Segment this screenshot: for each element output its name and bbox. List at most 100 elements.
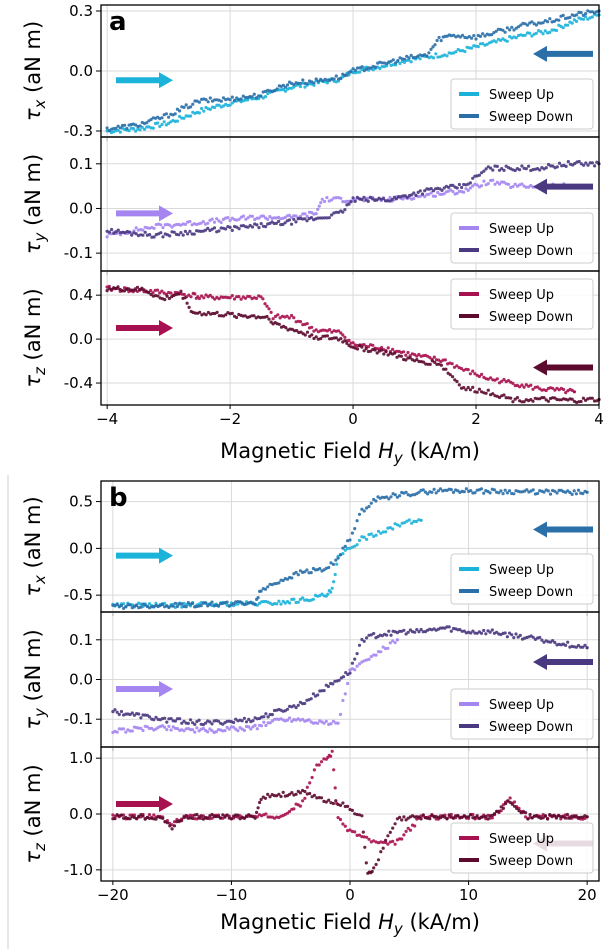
data-point	[449, 488, 453, 492]
subplot-b-tau_y: -0.1 0.0 0.1 τy (aN m) Sweep Up Sweep Down	[21, 611, 600, 751]
data-point	[301, 596, 305, 600]
data-point	[311, 692, 315, 696]
x-tick-label: −2	[219, 410, 241, 428]
data-point	[398, 524, 402, 528]
data-point	[417, 815, 421, 819]
data-point	[172, 230, 176, 234]
data-point	[581, 492, 585, 496]
data-point	[551, 164, 555, 168]
data-point	[497, 809, 501, 813]
data-point	[266, 792, 270, 797]
data-point	[541, 21, 545, 25]
data-point	[237, 227, 241, 231]
data-point	[230, 95, 234, 99]
data-point	[232, 602, 236, 606]
data-point	[421, 360, 426, 364]
data-point	[198, 310, 202, 314]
data-point	[413, 824, 417, 828]
data-point	[175, 820, 179, 824]
data-point	[243, 296, 248, 300]
data-point	[482, 179, 486, 183]
data-point	[116, 124, 120, 128]
data-point	[305, 214, 309, 218]
data-point	[336, 329, 341, 333]
data-point	[364, 347, 368, 351]
data-point	[431, 45, 435, 49]
data-point	[414, 519, 418, 524]
data-point	[439, 363, 443, 367]
data-point	[499, 489, 503, 493]
data-point	[264, 712, 268, 716]
data-point	[163, 820, 167, 824]
data-point	[524, 185, 528, 189]
data-point	[276, 313, 280, 317]
data-point	[505, 491, 509, 495]
data-point	[380, 348, 384, 352]
data-point	[167, 605, 171, 610]
data-point	[486, 182, 490, 186]
data-point	[172, 820, 177, 824]
data-point	[307, 718, 311, 722]
data-point	[229, 817, 233, 821]
data-point	[489, 376, 493, 380]
data-point	[388, 195, 392, 200]
data-point	[348, 671, 352, 675]
data-point	[154, 817, 158, 821]
data-point	[348, 546, 352, 550]
data-point	[147, 813, 152, 817]
data-point	[114, 126, 118, 130]
data-point	[161, 226, 165, 230]
data-point	[183, 229, 187, 233]
data-point	[503, 488, 507, 492]
data-point	[254, 96, 259, 100]
data-point	[169, 291, 173, 295]
data-point	[336, 721, 340, 725]
data-point	[555, 491, 559, 495]
legend-label: Sweep Up	[489, 832, 554, 847]
data-point	[430, 490, 434, 494]
data-point	[372, 631, 376, 636]
data-point	[369, 66, 373, 70]
legend: Sweep Up Sweep Down	[450, 78, 594, 130]
data-point	[428, 356, 432, 360]
data-point	[230, 311, 234, 315]
data-point	[355, 519, 359, 523]
data-point	[204, 721, 208, 725]
data-point	[395, 638, 399, 642]
data-point	[566, 489, 570, 493]
data-point	[461, 33, 465, 37]
data-point	[582, 163, 586, 167]
panel-letter: a	[109, 7, 127, 37]
data-point	[412, 196, 416, 201]
data-point	[343, 804, 347, 809]
data-point	[494, 40, 498, 44]
data-point	[528, 31, 532, 35]
data-point	[400, 837, 404, 841]
data-point	[263, 587, 268, 591]
data-point	[504, 396, 508, 400]
data-point	[116, 128, 120, 132]
data-point	[595, 160, 599, 164]
data-point	[452, 33, 456, 37]
data-point	[240, 719, 244, 723]
data-point	[206, 100, 210, 104]
data-point	[244, 720, 249, 724]
data-point	[170, 827, 174, 831]
data-point	[541, 32, 545, 36]
data-point	[468, 181, 472, 185]
data-point	[379, 850, 383, 854]
data-point	[178, 717, 182, 721]
data-point	[471, 369, 475, 373]
data-point	[501, 492, 505, 496]
data-point	[357, 512, 362, 516]
data-point	[303, 570, 307, 574]
data-point	[216, 604, 221, 608]
data-point	[355, 833, 359, 838]
data-point	[509, 396, 513, 400]
data-point	[469, 489, 473, 493]
data-point	[462, 386, 466, 390]
data-point	[208, 602, 212, 607]
x-tick-label: −4	[96, 410, 118, 428]
data-point	[314, 77, 318, 81]
data-point	[257, 216, 261, 220]
